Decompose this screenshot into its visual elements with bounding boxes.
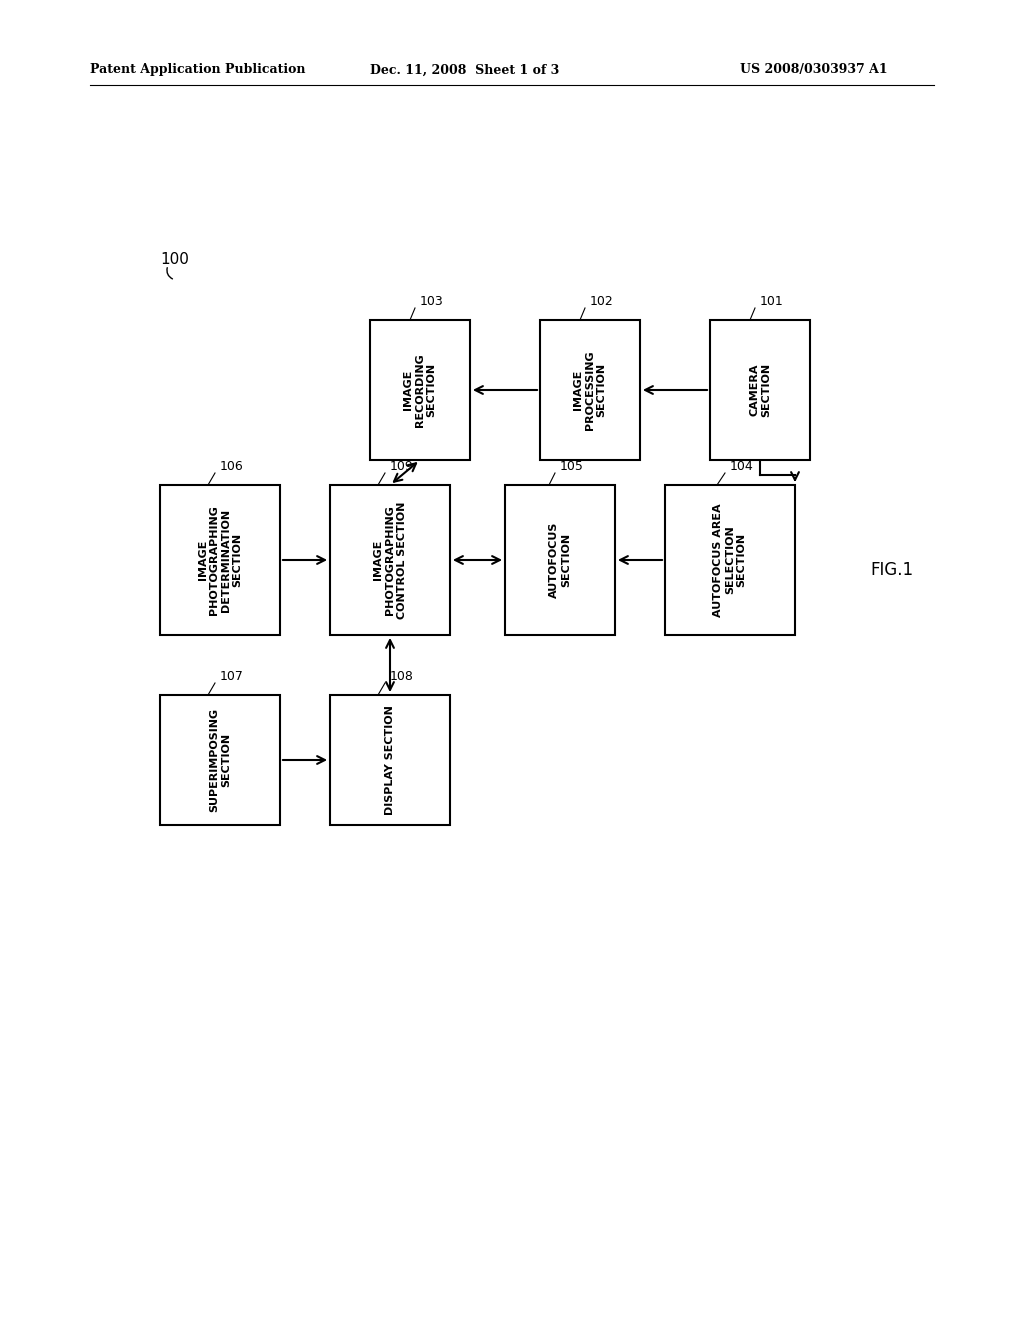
Text: US 2008/0303937 A1: US 2008/0303937 A1 — [740, 63, 888, 77]
Text: AUTOFOCUS
SECTION: AUTOFOCUS SECTION — [549, 521, 570, 598]
Bar — [710, 319, 810, 459]
Text: 102: 102 — [590, 294, 613, 308]
Text: 108: 108 — [390, 671, 414, 682]
Bar — [665, 484, 795, 635]
Text: IMAGE
PHOTOGRAPHING
DETERMINATION
SECTION: IMAGE PHOTOGRAPHING DETERMINATION SECTIO… — [198, 506, 243, 615]
Bar — [160, 484, 280, 635]
Text: IMAGE
PROCESSING
SECTION: IMAGE PROCESSING SECTION — [573, 350, 606, 430]
Text: 103: 103 — [420, 294, 443, 308]
Text: SUPERIMPOSING
SECTION: SUPERIMPOSING SECTION — [209, 708, 230, 812]
Text: FIG.1: FIG.1 — [870, 561, 913, 579]
Bar — [330, 696, 450, 825]
Bar — [330, 484, 450, 635]
Bar — [505, 484, 615, 635]
Text: IMAGE
PHOTOGRAPHING
CONTROL SECTION: IMAGE PHOTOGRAPHING CONTROL SECTION — [374, 502, 407, 619]
Text: 107: 107 — [220, 671, 244, 682]
Bar — [370, 319, 470, 459]
Text: 106: 106 — [220, 459, 244, 473]
Text: 104: 104 — [730, 459, 754, 473]
Text: AUTOFOCUS AREA
SELECTION
SECTION: AUTOFOCUS AREA SELECTION SECTION — [714, 503, 746, 616]
Bar — [160, 696, 280, 825]
Text: CAMERA
SECTION: CAMERA SECTION — [750, 363, 771, 417]
Text: 101: 101 — [760, 294, 783, 308]
Text: 105: 105 — [560, 459, 584, 473]
Text: 109: 109 — [390, 459, 414, 473]
Text: Patent Application Publication: Patent Application Publication — [90, 63, 305, 77]
Text: 100: 100 — [160, 252, 188, 268]
Text: DISPLAY SECTION: DISPLAY SECTION — [385, 705, 395, 814]
Text: Dec. 11, 2008  Sheet 1 of 3: Dec. 11, 2008 Sheet 1 of 3 — [370, 63, 559, 77]
Bar — [540, 319, 640, 459]
Text: IMAGE
RECORDING
SECTION: IMAGE RECORDING SECTION — [403, 354, 436, 426]
